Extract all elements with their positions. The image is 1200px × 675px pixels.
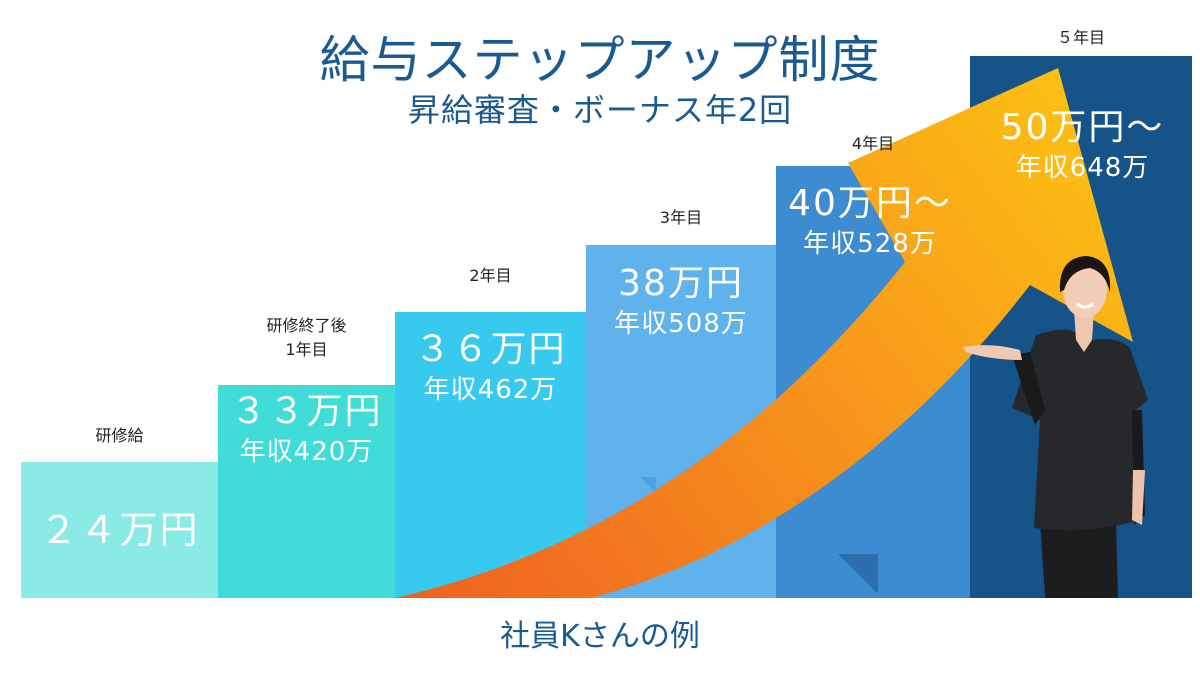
fold-shadow	[838, 554, 878, 594]
step-value-0: ２４万円	[39, 508, 200, 552]
step-label-4: 4年目	[851, 134, 895, 153]
step-value-4: 40万円～ 年収528万	[788, 183, 952, 259]
fold-shadow	[640, 477, 656, 493]
page-title: 給与ステップアップ制度	[319, 31, 881, 89]
step-label-3: 3年目	[659, 208, 703, 227]
step-value-5: 50万円～ 年収648万	[1000, 107, 1165, 183]
step-value-1: ３３万円 年収420万	[230, 391, 383, 467]
step-label-2: 2年目	[469, 266, 512, 285]
bar-step-0	[21, 462, 218, 598]
step-value-2: ３６万円 年収462万	[414, 329, 567, 405]
page-subtitle: 昇給審査・ボーナス年2回	[407, 91, 793, 129]
step-label-5: ５年目	[1056, 28, 1105, 47]
step-label-0: 研修給	[95, 426, 144, 445]
chart-caption: 社員Kさんの例	[500, 619, 700, 654]
bar-step-1	[218, 385, 395, 598]
step-label-1: 研修終了後 1年目	[266, 316, 347, 359]
step-value-3: 38万円 年収508万	[614, 263, 748, 339]
